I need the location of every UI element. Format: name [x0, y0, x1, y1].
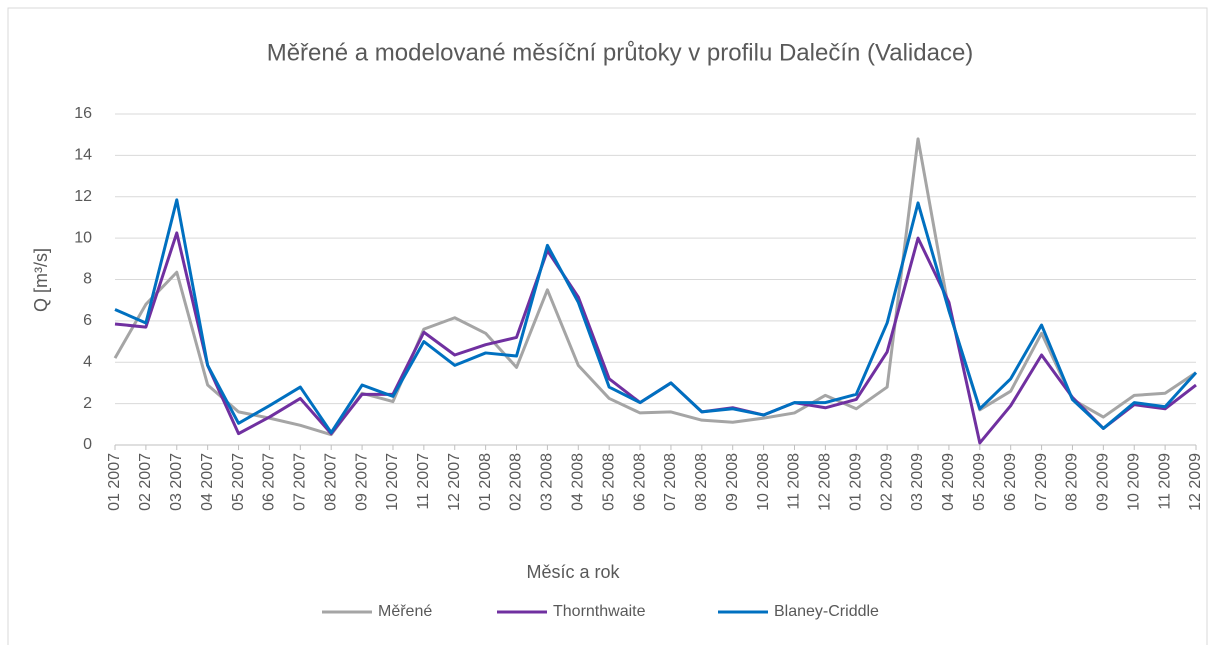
- x-tick-label: 10 2008: [755, 453, 772, 511]
- x-tick-label: 08 2009: [1064, 453, 1081, 511]
- x-tick-label: 04 2008: [570, 453, 587, 511]
- legend-label: Thornthwaite: [553, 603, 646, 620]
- x-tick-label: 07 2009: [1033, 453, 1050, 511]
- x-tick-label: 12 2008: [817, 453, 834, 511]
- y-tick-label: 6: [83, 312, 92, 329]
- y-tick-label: 2: [83, 395, 92, 412]
- x-tick-label: 12 2009: [1187, 453, 1204, 511]
- x-tick-label: 12 2007: [446, 453, 463, 511]
- x-tick-label: 02 2007: [137, 453, 154, 511]
- x-tick-label: 05 2009: [971, 453, 988, 511]
- series-line: [114, 198, 1198, 435]
- x-tick-label: 11 2007: [415, 453, 432, 510]
- x-tick-label: 04 2007: [199, 453, 216, 511]
- y-tick-label: 8: [83, 271, 92, 288]
- y-tick-label: 16: [74, 105, 92, 122]
- x-tick-label: 11 2008: [786, 453, 803, 510]
- x-tick-label: 09 2008: [724, 453, 741, 511]
- x-tick-label: 03 2007: [168, 453, 185, 511]
- y-tick-label: 12: [74, 188, 92, 205]
- chart-title: Měřené a modelované měsíční průtoky v pr…: [267, 39, 974, 66]
- y-tick-label: 0: [83, 436, 92, 453]
- x-tick-label: 08 2008: [693, 453, 710, 511]
- x-tick-label: 07 2007: [292, 453, 309, 511]
- x-tick-label: 03 2009: [909, 453, 926, 511]
- x-tick-label: 03 2008: [539, 453, 556, 511]
- x-tick-label: 06 2009: [1002, 453, 1019, 511]
- x-tick-label: 08 2007: [322, 453, 339, 511]
- x-tick-label: 09 2007: [353, 453, 370, 511]
- y-tick-label: 10: [74, 229, 92, 246]
- legend-label: Měřené: [378, 603, 432, 620]
- y-axis-label: Q [m³/s]: [31, 248, 51, 312]
- x-tick-label: 05 2008: [600, 453, 617, 511]
- x-tick-label: 10 2009: [1125, 453, 1142, 511]
- x-tick-label: 10 2007: [384, 453, 401, 511]
- x-tick-label: 06 2007: [261, 453, 278, 511]
- x-axis-label: Měsíc a rok: [526, 562, 620, 582]
- x-tick-label: 01 2007: [106, 453, 123, 511]
- x-tick-label: 02 2009: [878, 453, 895, 511]
- y-tick-label: 14: [74, 147, 92, 164]
- x-tick-label: 04 2009: [940, 453, 957, 511]
- x-tick-label: 11 2009: [1156, 453, 1173, 510]
- chart-frame: [7, 7, 1208, 645]
- x-tick-label: 02 2008: [508, 453, 525, 511]
- x-tick-label: 07 2008: [662, 453, 679, 511]
- x-tick-label: 09 2009: [1095, 453, 1112, 511]
- x-tick-label: 06 2008: [631, 453, 648, 511]
- legend-label: Blaney-Criddle: [774, 603, 879, 620]
- x-tick-label: 01 2009: [847, 453, 864, 511]
- x-tick-label: 01 2008: [477, 453, 494, 511]
- x-tick-label: 05 2007: [230, 453, 247, 511]
- series-line: [113, 137, 1197, 437]
- y-tick-label: 4: [83, 353, 92, 370]
